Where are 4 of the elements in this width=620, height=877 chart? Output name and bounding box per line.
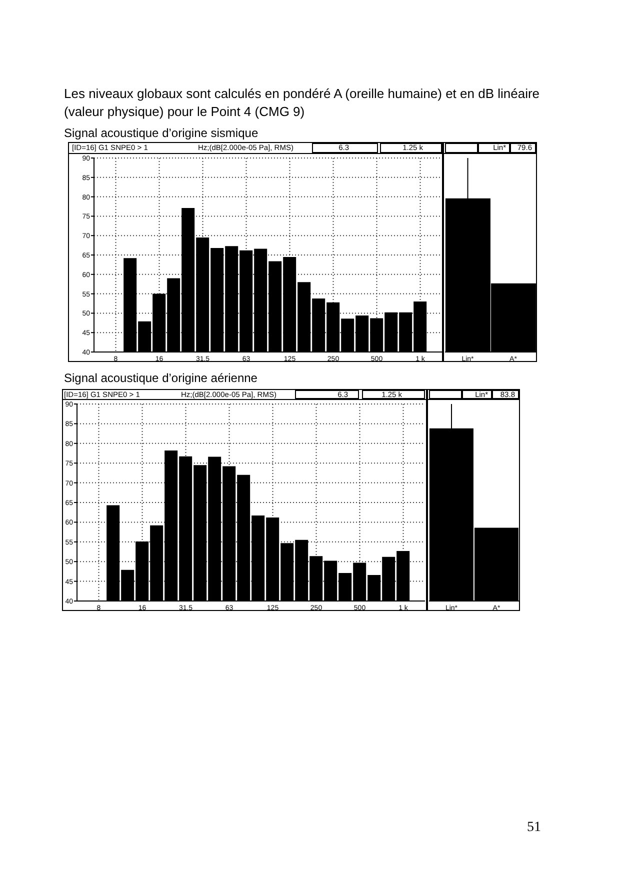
chart-title: Les niveaux globaux sont calculés en pondéré A (oreille humaine) et en dB linéaire (valeur physique) pour le Point 4 (CMG 9)	[64, 86, 540, 119]
chart-subtitle: Signal acoustique d’origine sismique	[64, 126, 258, 140]
chart-subtitle: Signal acoustique d’origine aérienne	[64, 371, 258, 385]
text: 51	[527, 820, 541, 835]
